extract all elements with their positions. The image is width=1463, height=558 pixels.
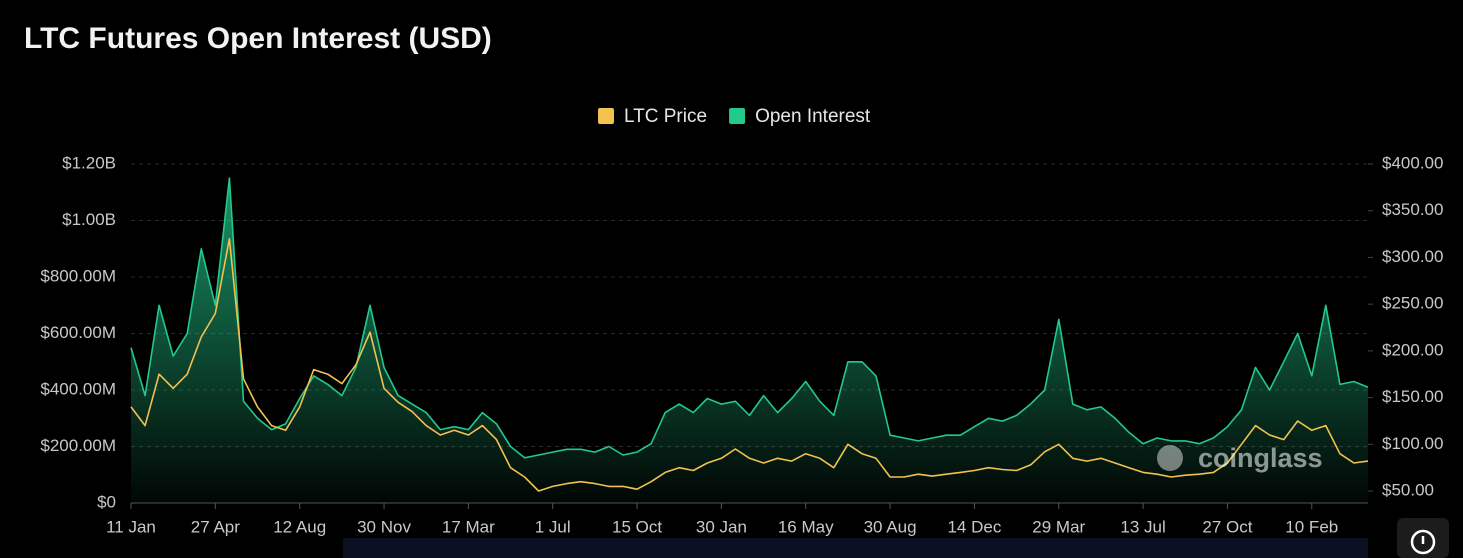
x-tick-label: 27 Apr	[191, 517, 240, 536]
alert-icon	[1410, 529, 1436, 555]
legend-swatch	[598, 108, 614, 124]
x-tick-label: 16 May	[778, 517, 834, 536]
x-tick-label: 11 Jan	[106, 517, 156, 536]
y2-tick-label: $150.00	[1382, 387, 1443, 406]
x-tick-label: 30 Aug	[864, 517, 917, 536]
y2-tick-label: $400.00	[1382, 153, 1443, 172]
x-tick-label: 13 Jul	[1120, 517, 1165, 536]
y-tick-label: $400.00M	[40, 379, 116, 398]
x-tick-label: 30 Nov	[357, 517, 411, 536]
y-tick-label: $600.00M	[40, 323, 116, 342]
y2-tick-label: $200.00	[1382, 340, 1443, 359]
y-tick-label: $1.00B	[62, 210, 116, 229]
y-tick-label: $0	[97, 492, 116, 511]
y2-tick-label: $250.00	[1382, 294, 1443, 313]
line	[130, 177, 1369, 459]
x-tick-label: 30 Jan	[696, 517, 747, 536]
legend-swatch	[729, 108, 746, 124]
y-tick-label: $800.00M	[40, 266, 116, 285]
y2-tick-label: $50.00	[1382, 481, 1434, 500]
y2-tick-label: $300.00	[1382, 247, 1443, 266]
watermark-logo	[1157, 445, 1183, 471]
y-tick-label: $200.00M	[40, 436, 116, 455]
legend-label: LTC Price	[624, 106, 707, 127]
x-tick-label: 1 Jul	[535, 517, 571, 536]
plot-area: $0 $200.00M $400.00M $600.00M $800.00M $1.00B…	[40, 106, 1443, 536]
x-tick-label: 17 Mar	[442, 517, 495, 536]
x-tick-label: 27 Oct	[1202, 517, 1252, 536]
chart-title: LTC Futures Open Interest (USD)	[24, 22, 492, 55]
y2-tick-label: $100.00	[1382, 434, 1443, 453]
y-tick-label: $1.20B	[62, 153, 116, 172]
x-tick-label: 29 Mar	[1032, 517, 1085, 536]
x-tick-label: 14 Dec	[947, 517, 1001, 536]
line	[130, 238, 1369, 492]
x-tick-label: 10 Feb	[1285, 517, 1338, 536]
x-tick-label: 15 Oct	[612, 517, 662, 536]
y2-tick-label: $350.00	[1382, 200, 1443, 219]
watermark: coinglass	[1198, 443, 1323, 473]
x-tick-label: 12 Aug	[273, 517, 326, 536]
legend-label: Open Interest	[755, 106, 871, 127]
area	[131, 178, 1368, 503]
scroll-bar	[343, 538, 1368, 558]
